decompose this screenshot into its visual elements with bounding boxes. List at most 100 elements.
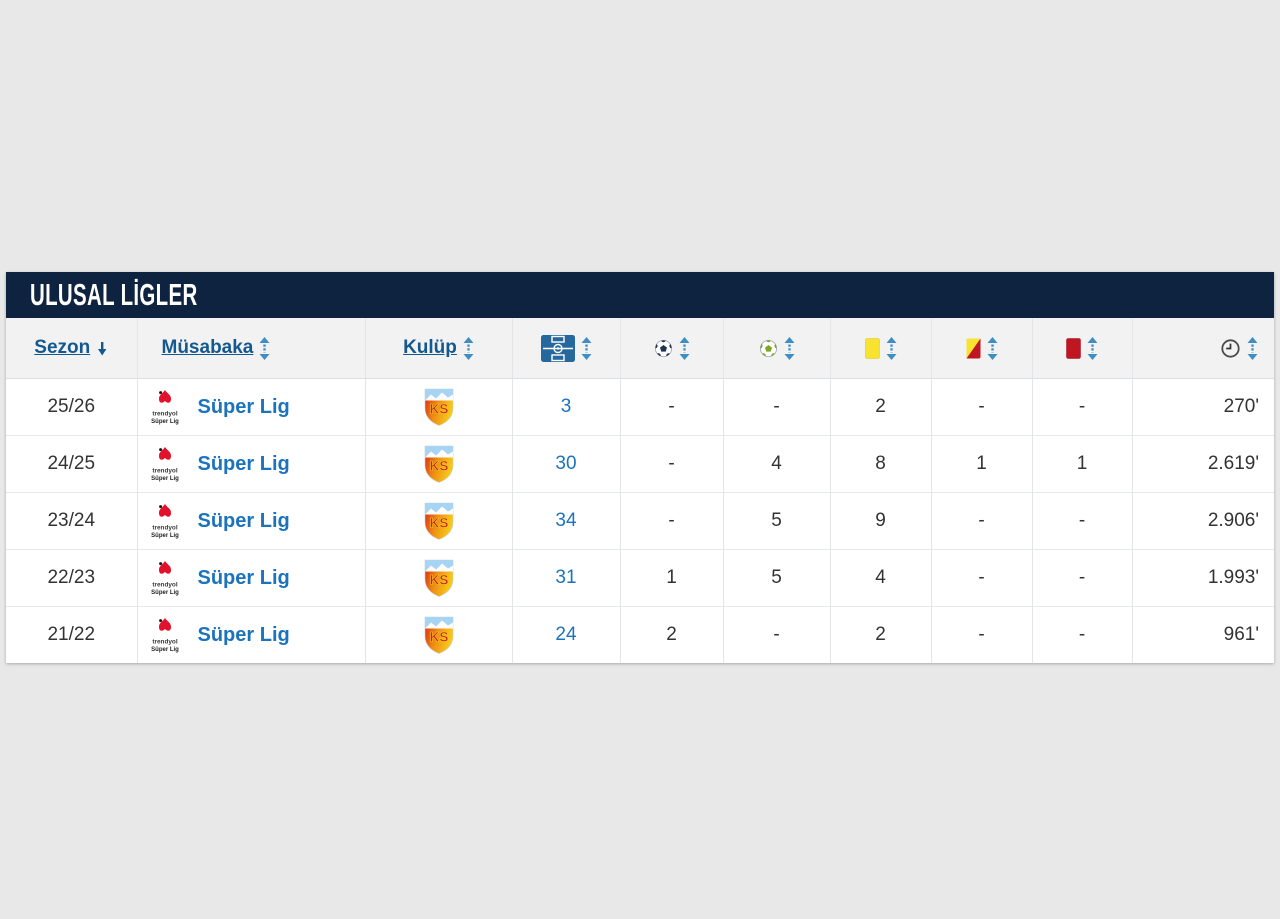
svg-text:KS: KS	[429, 630, 448, 645]
matches-link[interactable]: 3	[560, 396, 572, 417]
matches-link[interactable]: 31	[555, 567, 577, 588]
yellow-card-icon	[864, 337, 880, 359]
column-header-club: Kulüp	[364, 318, 512, 379]
box-title-bar: ULUSAL LİGLER	[6, 272, 1274, 318]
sort-arrows-icon	[886, 336, 897, 360]
trendyol-super-lig-logo-icon[interactable]: trendyol Süper Lig	[151, 502, 179, 540]
minutes-cell: 270'	[1131, 378, 1274, 436]
trendyol-super-lig-logo-icon[interactable]: trendyol Süper Lig	[151, 559, 179, 597]
competition-cell: trendyol Süper Lig Süper Lig	[136, 378, 365, 436]
trendyol-super-lig-logo-icon[interactable]: trendyol Süper Lig	[151, 616, 179, 654]
svg-text:KS: KS	[429, 573, 448, 588]
table-body: 25/26 trendyol Süper Lig Süper Lig	[6, 378, 1274, 663]
yellow-cards-cell: 8	[829, 435, 931, 493]
sort-arrows-icon	[581, 336, 592, 360]
svg-text:KS: KS	[429, 516, 448, 531]
svg-text:Süper Lig: Süper Lig	[151, 476, 179, 482]
kayserispor-logo-icon[interactable]: KS	[366, 388, 512, 426]
ball-icon	[654, 339, 673, 358]
goals-cell: 1	[619, 549, 723, 607]
trendyol-super-lig-logo-icon[interactable]: trendyol Süper Lig	[151, 388, 179, 426]
assists-cell: 5	[722, 492, 830, 550]
column-header-yellow-cards	[829, 318, 931, 379]
sort-arrows-icon	[463, 336, 474, 360]
svg-text:Süper Lig: Süper Lig	[151, 419, 179, 425]
season-cell: 23/24	[6, 492, 137, 550]
sort-red-cards-control[interactable]	[1033, 336, 1132, 360]
yellow-cards-cell: 9	[829, 492, 931, 550]
yellow-red-cards-cell: -	[930, 549, 1032, 607]
sort-assists-control[interactable]	[724, 336, 830, 360]
competition-link[interactable]: Süper Lig	[197, 566, 290, 589]
sort-season-control[interactable]: Sezon	[6, 337, 137, 359]
season-cell: 21/22	[6, 606, 137, 663]
yellow-cards-cell: 4	[829, 549, 931, 607]
page-title: ULUSAL LİGLER	[30, 277, 198, 312]
kayserispor-logo-icon[interactable]: KS	[366, 502, 512, 540]
club-cell: KS	[364, 435, 512, 493]
club-cell: KS	[364, 378, 512, 436]
column-header-goals	[619, 318, 723, 379]
sort-matches-control[interactable]	[513, 334, 620, 362]
column-header-assists	[722, 318, 830, 379]
season-cell: 24/25	[6, 435, 137, 493]
club-cell: KS	[364, 606, 512, 663]
kayserispor-logo-icon[interactable]: KS	[366, 445, 512, 483]
header-row: Sezon Müsabaka	[6, 318, 1274, 379]
table-row: 21/22 trendyol Süper Lig Süper Lig	[6, 606, 1274, 663]
sort-yellow-cards-control[interactable]	[831, 336, 931, 360]
table-row: 22/23 trendyol Süper Lig Süper Lig	[6, 549, 1274, 607]
table-row: 23/24 trendyol Süper Lig Süper Lig	[6, 492, 1274, 550]
table-row: 25/26 trendyol Süper Lig Süper Lig	[6, 378, 1274, 436]
svg-text:Süper Lig: Süper Lig	[151, 647, 179, 653]
column-header-season: Sezon	[6, 318, 137, 379]
yellow-cards-cell: 2	[829, 378, 931, 436]
assists-cell: 5	[722, 549, 830, 607]
sort-arrows-icon	[259, 336, 270, 360]
assist-ball-icon	[759, 339, 778, 358]
table-row: 24/25 trendyol Süper Lig Süper Lig	[6, 435, 1274, 493]
competition-header-label: Müsabaka	[161, 337, 254, 358]
red-cards-cell: -	[1031, 606, 1132, 663]
matches-link[interactable]: 24	[555, 624, 577, 645]
competition-link[interactable]: Süper Lig	[197, 395, 290, 418]
competition-cell: trendyol Süper Lig Süper Lig	[136, 606, 365, 663]
kayserispor-logo-icon[interactable]: KS	[366, 616, 512, 654]
sort-arrows-icon	[1087, 336, 1098, 360]
column-header-red-cards	[1031, 318, 1132, 379]
yellow-red-cards-cell: -	[930, 378, 1032, 436]
trendyol-super-lig-logo-icon[interactable]: trendyol Süper Lig	[151, 445, 179, 483]
column-header-matches	[511, 318, 620, 379]
yellow-red-cards-cell: -	[930, 492, 1032, 550]
matches-link[interactable]: 30	[555, 453, 577, 474]
svg-text:KS: KS	[429, 459, 448, 474]
sort-arrows-icon	[987, 336, 998, 360]
competition-cell: trendyol Süper Lig Süper Lig	[136, 435, 365, 493]
sort-arrows-icon	[1247, 336, 1258, 360]
sort-club-control[interactable]: Kulüp	[366, 336, 512, 360]
kayserispor-logo-icon[interactable]: KS	[366, 559, 512, 597]
national-leagues-box: ULUSAL LİGLER Sezon Müsab	[6, 272, 1274, 663]
assists-cell: -	[722, 378, 830, 436]
competition-cell: trendyol Süper Lig Süper Lig	[136, 492, 365, 550]
matches-link[interactable]: 34	[555, 510, 577, 531]
red-card-icon	[1066, 337, 1081, 359]
competition-link[interactable]: Süper Lig	[197, 623, 290, 646]
red-cards-cell: 1	[1031, 435, 1132, 493]
sort-goals-control[interactable]	[621, 336, 723, 360]
column-header-yellow-red-cards	[930, 318, 1032, 379]
column-header-minutes	[1131, 318, 1275, 379]
minutes-cell: 1.993'	[1131, 549, 1274, 607]
red-cards-cell: -	[1031, 378, 1132, 436]
matches-cell: 3	[511, 378, 620, 436]
sort-yellow-red-cards-control[interactable]	[932, 336, 1032, 360]
competition-link[interactable]: Süper Lig	[197, 509, 290, 532]
matches-cell: 34	[511, 492, 620, 550]
svg-text:trendyol: trendyol	[152, 411, 177, 418]
minutes-cell: 961'	[1131, 606, 1274, 663]
red-cards-cell: -	[1031, 492, 1132, 550]
sort-competition-control[interactable]: Müsabaka	[138, 336, 365, 360]
competition-link[interactable]: Süper Lig	[197, 452, 290, 475]
arrow-down-icon	[96, 341, 108, 356]
sort-minutes-control[interactable]	[1133, 336, 1275, 360]
